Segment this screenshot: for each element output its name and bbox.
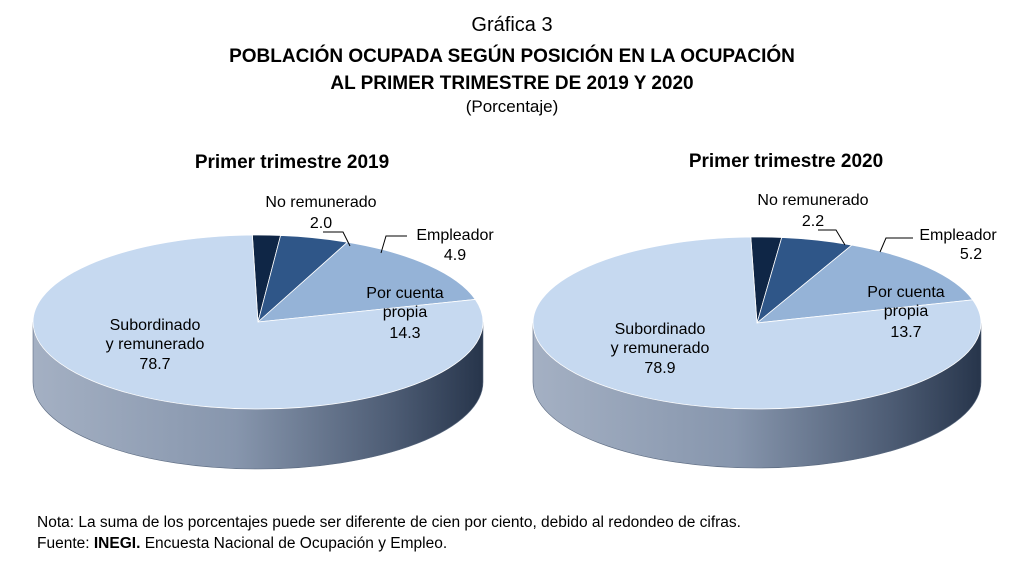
slice-value-por-cuenta-propia: 14.3 (389, 325, 420, 342)
source-rest: Encuesta Nacional de Ocupación y Empleo. (140, 535, 448, 552)
slice-label-no-remunerado: No remunerado (757, 192, 868, 209)
pie-slice-por-cuenta-propia (256, 241, 477, 323)
slice-value-subordinado-y-remunerado: 78.7 (139, 356, 170, 373)
leader-line-no-remunerado (818, 229, 846, 246)
slice-label-por-cuenta-propia: Por cuenta (366, 285, 443, 302)
slice-label-no-remunerado: No remunerado (265, 194, 376, 211)
pie-title: Primer trimestre 2019 (195, 152, 389, 173)
pie-chart-2019: Primer trimestre 2019 No remunerado 2.0 Emp… (32, 152, 494, 470)
pie-chart-2020: Primer trimestre 2020 No remunerado 2.2 Emp… (532, 151, 997, 469)
slice-label-subordinado-y-remunerado: Subordinado (110, 317, 201, 334)
pie-title: Primer trimestre 2020 (689, 151, 883, 172)
chart-title-line2: AL PRIMER TRIMESTRE DE 2019 Y 2020 (330, 73, 694, 94)
slice-label-subordinado-y-remunerado: Subordinado (615, 321, 706, 338)
pie-slice-subordinado-y-remunerado (32, 234, 484, 410)
leader-line-empleador (879, 237, 913, 253)
chart-title-line1: POBLACIÓN OCUPADA SEGÚN POSICIÓN EN LA O… (229, 46, 795, 67)
slice-value-no-remunerado: 2.2 (802, 213, 824, 230)
slice-value-por-cuenta-propia: 13.7 (890, 324, 921, 341)
slice-label-por-cuenta-propia: Por cuenta (867, 284, 944, 301)
source-line: Fuente: INEGI. Encuesta Nacional de Ocup… (37, 535, 447, 553)
chart-subtitle: (Porcentaje) (465, 97, 559, 116)
footnote: Nota: La suma de los porcentajes puede s… (37, 514, 741, 531)
slice-label-subordinado-y-remunerado: y remunerado (106, 336, 205, 353)
source-prefix: Fuente: (37, 535, 94, 552)
source-org: INEGI. (93, 535, 141, 552)
slice-value-subordinado-y-remunerado: 78.9 (644, 360, 675, 377)
slice-label-subordinado-y-remunerado: y remunerado (611, 340, 710, 357)
leader-line-no-remunerado (323, 231, 351, 247)
slice-value-empleador: 4.9 (444, 247, 466, 264)
slice-label-por-cuenta-propia: propia (884, 303, 929, 320)
slice-label-por-cuenta-propia: propia (383, 304, 428, 321)
pie-slice-subordinado-y-remunerado (532, 236, 982, 410)
pie-slice-por-cuenta-propia (755, 244, 974, 324)
slice-value-no-remunerado: 2.0 (310, 215, 332, 232)
leader-line-empleador (380, 235, 407, 254)
slice-label-empleador: Empleador (919, 227, 997, 244)
slice-value-empleador: 5.2 (960, 246, 982, 263)
chart-label: Gráfica 3 (471, 14, 553, 36)
slice-label-empleador: Empleador (416, 227, 494, 244)
